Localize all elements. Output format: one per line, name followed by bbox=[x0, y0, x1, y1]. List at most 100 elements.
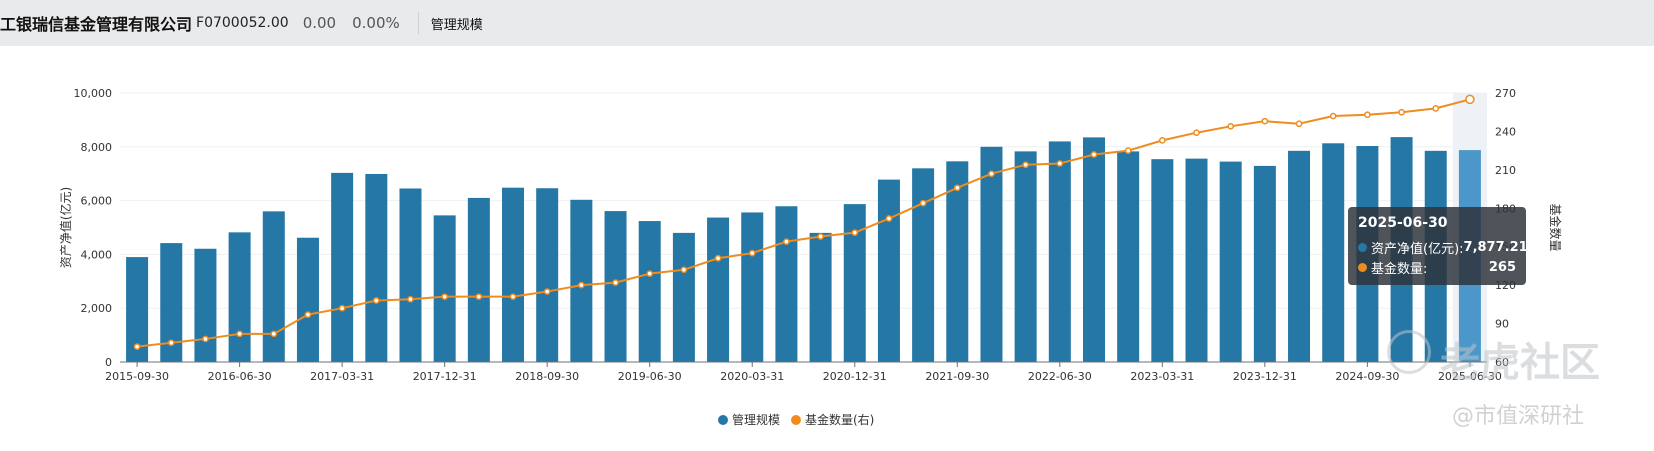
line-point bbox=[133, 343, 141, 350]
bar bbox=[1253, 165, 1276, 362]
series-line-fund-count bbox=[136, 98, 1471, 348]
legend-line-label: 基金数量(右) bbox=[805, 412, 874, 427]
legend-bar-marker-icon bbox=[718, 415, 728, 425]
x-tick-label: 2019-06-30 bbox=[618, 370, 682, 383]
bar bbox=[741, 212, 764, 362]
line-point bbox=[748, 249, 756, 257]
x-tick-label: 2023-12-31 bbox=[1233, 370, 1297, 383]
line-layer bbox=[133, 94, 1475, 350]
bar bbox=[1082, 137, 1105, 362]
change-percent: 0.00% bbox=[352, 14, 400, 32]
line-point bbox=[1364, 111, 1371, 119]
x-tick-label: 2020-12-31 bbox=[823, 370, 887, 383]
bar bbox=[228, 232, 251, 362]
bar bbox=[1117, 151, 1140, 362]
legend-layer: 管理规模 基金数量(右) bbox=[718, 412, 874, 427]
y-left-axis-title: 资产净值(亿元) bbox=[58, 187, 73, 268]
line-point bbox=[441, 293, 449, 301]
bar bbox=[1322, 143, 1345, 362]
line-point bbox=[202, 335, 209, 343]
tooltip-line-dot-icon bbox=[1358, 262, 1367, 272]
bars-layer bbox=[126, 137, 1481, 362]
line-point bbox=[1158, 137, 1166, 144]
x-tick-label: 2024-09-30 bbox=[1335, 370, 1399, 383]
bar bbox=[570, 199, 593, 362]
bar bbox=[1288, 150, 1311, 362]
line-point bbox=[338, 304, 346, 312]
line-point bbox=[1295, 120, 1303, 128]
line-point bbox=[543, 288, 551, 295]
x-tick-label: 2017-12-31 bbox=[413, 370, 477, 383]
line-point bbox=[680, 266, 688, 274]
price-value: 0.00 bbox=[302, 14, 337, 32]
tooltip-row2-name: 基金数量: bbox=[1371, 261, 1428, 277]
x-tick-label: 2021-09-30 bbox=[925, 370, 989, 383]
bar bbox=[502, 187, 525, 362]
y-right-tick-label: 210 bbox=[1495, 164, 1516, 177]
bar bbox=[126, 257, 149, 362]
line-point bbox=[1124, 147, 1132, 154]
bar bbox=[604, 211, 627, 362]
line-point bbox=[1090, 151, 1098, 158]
bar bbox=[1219, 161, 1242, 362]
tooltip-row1-value: 7,877.21 bbox=[1463, 239, 1528, 255]
bar bbox=[433, 215, 456, 362]
x-tick-label: 2016-06-30 bbox=[208, 370, 272, 383]
tab-management-scale[interactable]: 管理规模 bbox=[430, 17, 483, 33]
bar bbox=[1185, 158, 1208, 362]
bar bbox=[296, 237, 319, 362]
x-tick-label: 2017-03-31 bbox=[310, 370, 374, 383]
bar bbox=[536, 188, 559, 362]
y-right-tick-label: 240 bbox=[1495, 125, 1516, 138]
bar bbox=[775, 206, 798, 362]
line-point bbox=[646, 270, 654, 277]
y-right-tick-label: 270 bbox=[1495, 87, 1516, 100]
grid-layer bbox=[120, 92, 1487, 363]
y-right-tick-label: 90 bbox=[1495, 318, 1509, 331]
line-point bbox=[1329, 112, 1337, 120]
y-left-tick-label: 10,000 bbox=[74, 87, 113, 100]
line-point bbox=[885, 215, 893, 222]
bar bbox=[809, 232, 832, 362]
bar bbox=[365, 173, 388, 362]
line-point bbox=[1398, 108, 1405, 116]
tooltip-row-count: 基金数量: 265 bbox=[1358, 257, 1516, 277]
line-point bbox=[407, 295, 414, 303]
bar bbox=[262, 211, 285, 362]
line-point bbox=[783, 238, 790, 245]
y-left-tick-label: 0 bbox=[105, 356, 112, 369]
tooltip-row1-name: 资产净值(亿元): bbox=[1371, 241, 1464, 257]
y-left-tick-label: 4,000 bbox=[81, 248, 113, 261]
y-right-tick-label: 60 bbox=[1495, 356, 1509, 369]
line-point bbox=[1193, 129, 1200, 137]
bar bbox=[946, 161, 969, 362]
line-point bbox=[475, 293, 483, 301]
line-point bbox=[919, 199, 927, 207]
bar bbox=[467, 197, 490, 362]
bar bbox=[707, 217, 730, 362]
y-left-tick-label: 6,000 bbox=[81, 195, 113, 208]
legend-line-marker-icon bbox=[791, 415, 801, 425]
line-point bbox=[953, 184, 961, 192]
bar bbox=[912, 168, 935, 362]
line-point bbox=[270, 330, 278, 338]
watermark-main: 老虎社区 bbox=[1440, 340, 1600, 386]
header-bar: 工银瑞信基金管理有限公司 F0700052.00 0.00 0.00% 管理规模 bbox=[0, 0, 1654, 46]
y-left-tick-label: 2,000 bbox=[81, 302, 113, 315]
y-right-axis-title: 基金数量 bbox=[1548, 203, 1563, 251]
fund-code: F0700052.00 bbox=[196, 15, 289, 31]
bar bbox=[1151, 159, 1174, 362]
bar bbox=[331, 172, 354, 362]
line-point bbox=[1022, 161, 1029, 169]
line-point bbox=[578, 281, 585, 289]
bar bbox=[638, 221, 661, 362]
line-point bbox=[1056, 160, 1064, 167]
line-point bbox=[1227, 122, 1235, 130]
x-tick-label: 2025-06-30 bbox=[1438, 370, 1502, 383]
line-point bbox=[372, 297, 380, 304]
bar bbox=[160, 243, 183, 362]
x-tick-label: 2020-03-31 bbox=[720, 370, 784, 383]
line-point bbox=[236, 330, 243, 338]
tiger-logo-icon bbox=[1387, 330, 1431, 374]
